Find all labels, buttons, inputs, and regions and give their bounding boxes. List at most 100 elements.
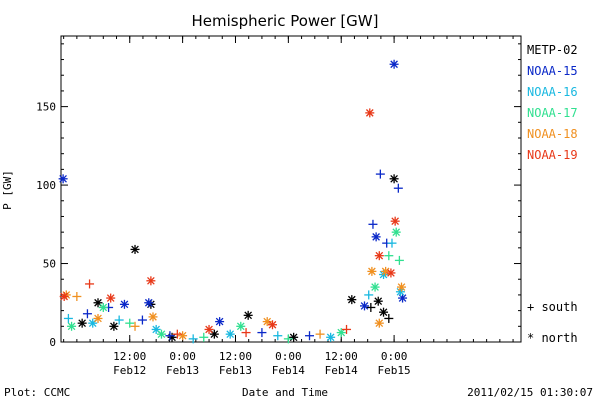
data-point [389, 59, 399, 69]
data-point [257, 328, 267, 338]
data-point [109, 321, 119, 331]
data-point [93, 313, 103, 323]
data-point [273, 331, 283, 341]
x-tick-label: 0:00 [381, 350, 408, 363]
data-point [119, 299, 129, 309]
x-tick-date-label: Feb14 [272, 364, 305, 377]
legend-entry: NOAA-19 [527, 148, 578, 162]
x-tick-date-label: Feb12 [113, 364, 146, 377]
data-point [188, 334, 198, 344]
data-point-stroke [67, 322, 76, 331]
data-point [59, 291, 69, 301]
data-point-stroke [131, 245, 139, 254]
data-point [165, 331, 175, 341]
data-point [367, 266, 377, 276]
data-point [394, 255, 404, 265]
data-point [267, 320, 277, 330]
x-tick-label: 12:00 [113, 350, 146, 363]
data-point-stroke [365, 109, 374, 117]
y-axis: 0 50 100 150 [36, 43, 521, 349]
data-point-stroke [387, 269, 395, 277]
data-point [397, 282, 407, 292]
data-point-stroke [391, 217, 399, 226]
chart-title: Hemispheric Power [GW] [192, 12, 379, 30]
data-point-stroke [368, 267, 376, 276]
data-point [144, 298, 154, 308]
data-point [359, 301, 369, 311]
data-point [72, 291, 82, 301]
y-tick-label: 0 [49, 336, 56, 349]
data-point-stroke [78, 319, 86, 328]
x-tick-label: 0:00 [169, 350, 196, 363]
x-tick-label: 12:00 [219, 350, 252, 363]
data-point [384, 251, 394, 261]
data-point [366, 302, 376, 312]
data-point [387, 238, 397, 248]
data-point [106, 293, 116, 303]
data-point [114, 315, 124, 325]
data-point [130, 244, 140, 254]
data-point-stroke [337, 328, 346, 337]
x-tick-label: 12:00 [325, 350, 358, 363]
data-point [386, 268, 396, 278]
data-point [305, 331, 315, 341]
data-point [315, 329, 325, 339]
data-point-stroke [120, 300, 129, 309]
data-point-stroke [392, 228, 401, 236]
data-point-stroke [226, 330, 235, 338]
data-point [374, 251, 384, 261]
data-point-stroke [178, 331, 187, 340]
plot-frame [60, 35, 522, 343]
data-point [390, 216, 400, 226]
legend-entry: NOAA-15 [527, 64, 578, 78]
data-point [204, 324, 214, 334]
x-tick-label: 0:00 [275, 350, 302, 363]
data-point [262, 317, 272, 327]
data-point [82, 309, 92, 319]
data-point-stroke [268, 320, 277, 329]
data-point-stroke [59, 174, 67, 183]
data-point-stroke [210, 330, 219, 338]
data-point [146, 276, 156, 286]
data-point [241, 328, 251, 338]
data-point [374, 318, 384, 328]
legend-entry: NOAA-16 [527, 85, 578, 99]
data-point [85, 279, 95, 289]
data-point [243, 310, 253, 320]
data-point [77, 318, 87, 328]
data-point-stroke [157, 330, 166, 338]
legend-entry: NOAA-18 [527, 127, 578, 141]
data-point [289, 332, 299, 342]
data-point-stroke [152, 325, 161, 334]
data-point [125, 318, 135, 328]
data-point [373, 296, 383, 306]
data-point [178, 331, 188, 341]
y-axis-label: P [GW] [1, 170, 14, 210]
data-point [172, 329, 182, 339]
data-point [215, 317, 225, 327]
data-point [368, 219, 378, 229]
y-tick-label: 100 [36, 179, 56, 192]
data-point-stroke [99, 303, 108, 312]
data-point [130, 321, 140, 331]
data-point-stroke [375, 319, 384, 328]
data-point-stroke [144, 298, 153, 307]
data-point-stroke [244, 311, 253, 320]
x-tick-date-label: Feb15 [378, 364, 411, 377]
data-point-stroke [94, 298, 102, 307]
data-point-stroke [371, 283, 379, 291]
data-point [148, 312, 158, 322]
data-point-stroke [398, 294, 407, 302]
data-point [336, 328, 346, 338]
data-point [98, 302, 108, 312]
data-point [236, 321, 246, 331]
data-points [58, 59, 408, 344]
data-point [199, 332, 209, 342]
data-point [364, 290, 374, 300]
data-point-stroke [289, 333, 298, 342]
data-point-stroke [149, 313, 157, 321]
data-point-stroke [147, 276, 155, 285]
legend: METP-02 NOAA-15 NOAA-16 NOAA-17 NOAA-18 NOAA-… [527, 43, 578, 162]
data-point [370, 282, 380, 292]
data-point-stroke [94, 314, 102, 323]
